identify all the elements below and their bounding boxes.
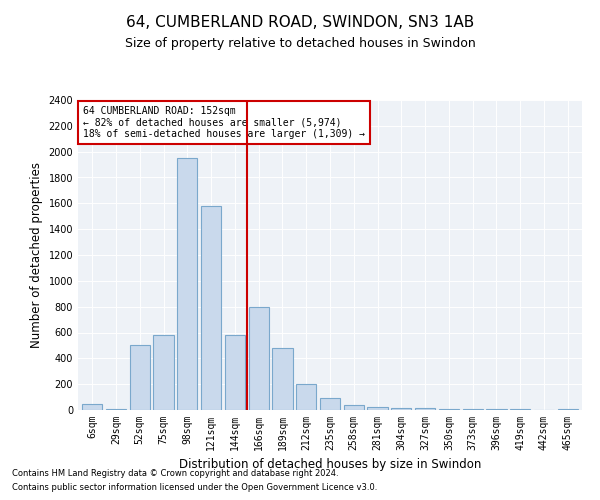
Bar (439, 408, 459, 410)
Text: Contains HM Land Registry data © Crown copyright and database right 2024.: Contains HM Land Registry data © Crown c… (12, 468, 338, 477)
Bar (557, 409, 578, 410)
Bar (248, 306, 269, 410)
Bar (296, 384, 316, 410)
Bar (367, 407, 388, 410)
Text: Contains public sector information licensed under the Open Government Licence v3: Contains public sector information licen… (12, 484, 377, 492)
Bar (344, 406, 364, 410)
Bar (130, 346, 150, 410)
Text: 64, CUMBERLAND ROAD, SWINDON, SN3 1AB: 64, CUMBERLAND ROAD, SWINDON, SN3 1AB (126, 15, 474, 30)
Bar (154, 335, 173, 410)
Bar (463, 409, 483, 410)
Text: Size of property relative to detached houses in Swindon: Size of property relative to detached ho… (125, 38, 475, 51)
Bar (391, 408, 412, 410)
Bar (272, 348, 293, 410)
Y-axis label: Number of detached properties: Number of detached properties (30, 162, 43, 348)
Bar (82, 404, 103, 410)
X-axis label: Distribution of detached houses by size in Swindon: Distribution of detached houses by size … (179, 458, 481, 471)
Bar (320, 398, 340, 410)
Bar (225, 335, 245, 410)
Bar (177, 158, 197, 410)
Bar (415, 408, 435, 410)
Bar (201, 206, 221, 410)
Text: 64 CUMBERLAND ROAD: 152sqm
← 82% of detached houses are smaller (5,974)
18% of s: 64 CUMBERLAND ROAD: 152sqm ← 82% of deta… (83, 106, 365, 140)
